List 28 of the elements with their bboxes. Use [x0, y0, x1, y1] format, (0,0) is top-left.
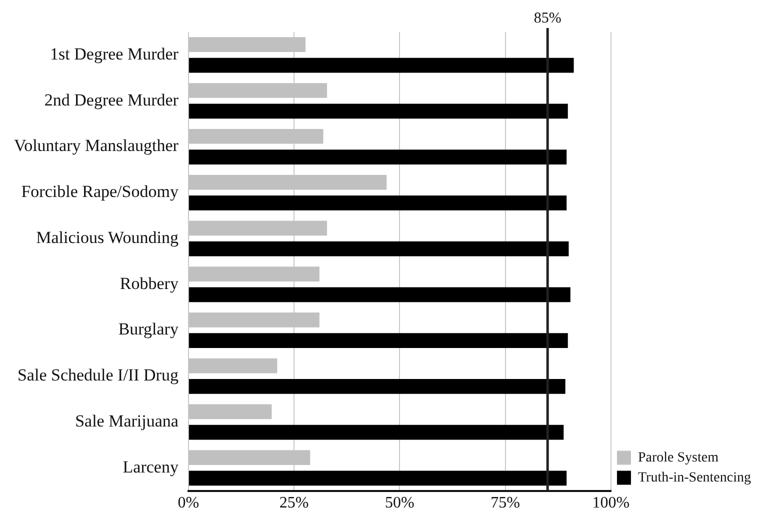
bar	[188, 104, 568, 119]
legend-label: Truth-in-Sentencing	[638, 470, 752, 486]
bar	[188, 378, 566, 394]
bar	[188, 241, 569, 256]
y-tick-label: Burglary	[118, 320, 179, 339]
legend-label: Parole System	[638, 450, 719, 466]
x-tick-label: 75%	[490, 494, 520, 512]
y-tick-label: 2nd Degree Murder	[44, 90, 179, 110]
y-tick-label: Sale Marijuana	[75, 411, 179, 430]
bar	[188, 287, 570, 302]
bar	[188, 58, 574, 73]
y-tick-label: 1st Degree Murder	[50, 44, 179, 64]
bar	[188, 333, 568, 348]
y-tick-label: Sale Schedule I/II Drug	[17, 366, 179, 385]
y-tick-label: Larceny	[122, 457, 179, 476]
x-tick-label: 100%	[592, 494, 630, 512]
x-tick-label: 25%	[279, 494, 309, 512]
ref-line-label: 85%	[534, 10, 562, 26]
bar	[188, 150, 567, 164]
y-tick-label: Voluntary Manslaugther	[14, 136, 179, 156]
bar	[188, 195, 567, 210]
y-tick-label: Forcible Rape/Sodomy	[21, 182, 179, 202]
bar	[188, 470, 567, 486]
y-tick-label: Robbery	[120, 274, 179, 293]
x-tick-label: 0%	[178, 494, 200, 512]
y-tick-label: Malicious Wounding	[36, 228, 179, 247]
x-tick-label: 50%	[385, 494, 414, 512]
bar	[188, 424, 564, 440]
